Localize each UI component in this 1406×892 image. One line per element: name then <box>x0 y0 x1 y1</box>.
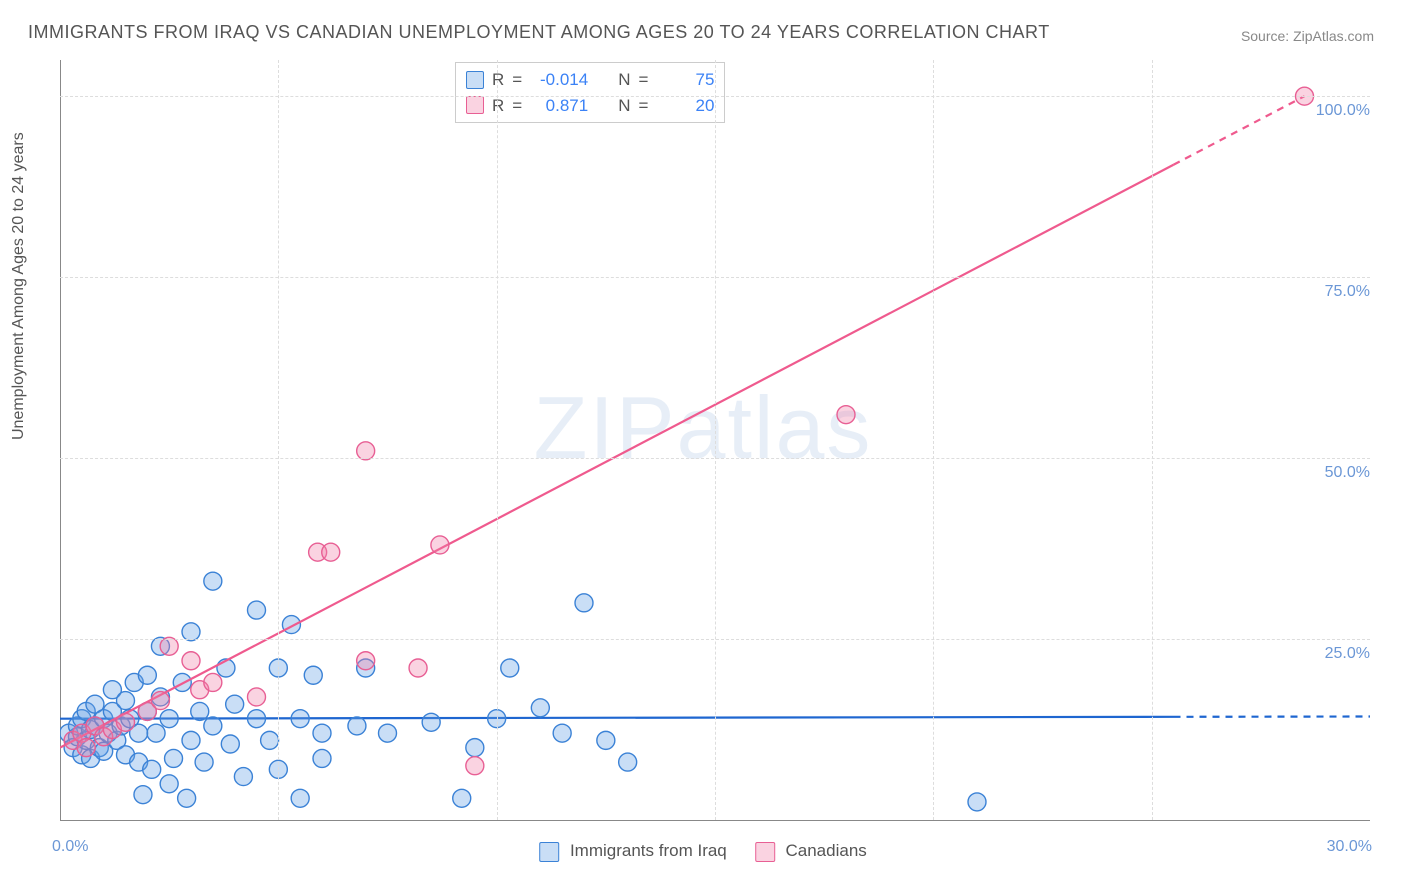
x-tick-label: 0.0% <box>52 838 88 856</box>
data-point <box>143 760 161 778</box>
data-point <box>291 710 309 728</box>
data-point <box>553 724 571 742</box>
data-point <box>204 673 222 691</box>
data-point <box>234 768 252 786</box>
data-point <box>160 775 178 793</box>
correlation-legend: R = -0.014 N = 75 R = 0.871 N = 20 <box>455 62 725 123</box>
gridline-vertical <box>1152 60 1153 820</box>
data-point <box>134 786 152 804</box>
data-point <box>182 652 200 670</box>
legend-swatch-icon <box>466 71 484 89</box>
data-point <box>597 731 615 749</box>
y-axis-label: Unemployment Among Ages 20 to 24 years <box>10 132 28 440</box>
data-point <box>204 572 222 590</box>
trend-line-dashed <box>1174 96 1305 165</box>
gridline-vertical <box>278 60 279 820</box>
data-point <box>248 710 266 728</box>
data-point <box>379 724 397 742</box>
data-point <box>147 724 165 742</box>
legend-swatch-icon <box>539 842 559 862</box>
series-legend-item: Canadians <box>755 841 867 862</box>
legend-eq: = <box>512 67 522 93</box>
series-legend: Immigrants from Iraq Canadians <box>539 841 867 862</box>
legend-swatch-icon <box>755 842 775 862</box>
y-tick-label: 25.0% <box>1325 645 1370 663</box>
data-point <box>837 406 855 424</box>
data-point <box>291 789 309 807</box>
legend-eq: = <box>639 67 649 93</box>
data-point <box>77 739 95 757</box>
data-point <box>248 601 266 619</box>
data-point <box>304 666 322 684</box>
data-point <box>182 731 200 749</box>
data-point <box>348 717 366 735</box>
data-point <box>248 688 266 706</box>
gridline-vertical <box>715 60 716 820</box>
data-point <box>466 739 484 757</box>
correlation-legend-row: R = -0.014 N = 75 <box>466 67 714 93</box>
data-point <box>501 659 519 677</box>
source-attribution: Source: ZipAtlas.com <box>1241 28 1374 44</box>
data-point <box>357 652 375 670</box>
data-point <box>151 692 169 710</box>
y-tick-label: 100.0% <box>1316 102 1370 120</box>
series-legend-label: Immigrants from Iraq <box>570 841 727 860</box>
data-point <box>178 789 196 807</box>
data-point <box>261 731 279 749</box>
data-point <box>191 702 209 720</box>
gridline-vertical <box>497 60 498 820</box>
data-point <box>313 724 331 742</box>
trend-line <box>60 717 1174 719</box>
y-tick-label: 75.0% <box>1325 283 1370 301</box>
data-point <box>531 699 549 717</box>
x-tick-label: 30.0% <box>1327 838 1372 856</box>
data-point <box>431 536 449 554</box>
data-point <box>195 753 213 771</box>
legend-r-value: -0.014 <box>530 67 588 93</box>
data-point <box>221 735 239 753</box>
data-point <box>575 594 593 612</box>
data-point <box>422 713 440 731</box>
legend-n-value: 75 <box>656 67 714 93</box>
data-point <box>322 543 340 561</box>
x-axis-line <box>60 820 1370 821</box>
legend-n-label: N <box>618 67 630 93</box>
legend-swatch-icon <box>466 96 484 114</box>
data-point <box>453 789 471 807</box>
trend-line <box>60 165 1174 748</box>
gridline-vertical <box>933 60 934 820</box>
data-point <box>226 695 244 713</box>
data-point <box>968 793 986 811</box>
chart-title: IMMIGRANTS FROM IRAQ VS CANADIAN UNEMPLO… <box>28 22 1050 43</box>
data-point <box>138 666 156 684</box>
data-point <box>204 717 222 735</box>
data-point <box>409 659 427 677</box>
legend-r-label: R <box>492 67 504 93</box>
data-point <box>117 713 135 731</box>
series-legend-label: Canadians <box>786 841 867 860</box>
data-point <box>160 710 178 728</box>
y-tick-label: 50.0% <box>1325 464 1370 482</box>
data-point <box>117 692 135 710</box>
data-point <box>313 749 331 767</box>
series-legend-item: Immigrants from Iraq <box>539 841 727 862</box>
data-point <box>466 757 484 775</box>
data-point <box>619 753 637 771</box>
data-point <box>165 749 183 767</box>
